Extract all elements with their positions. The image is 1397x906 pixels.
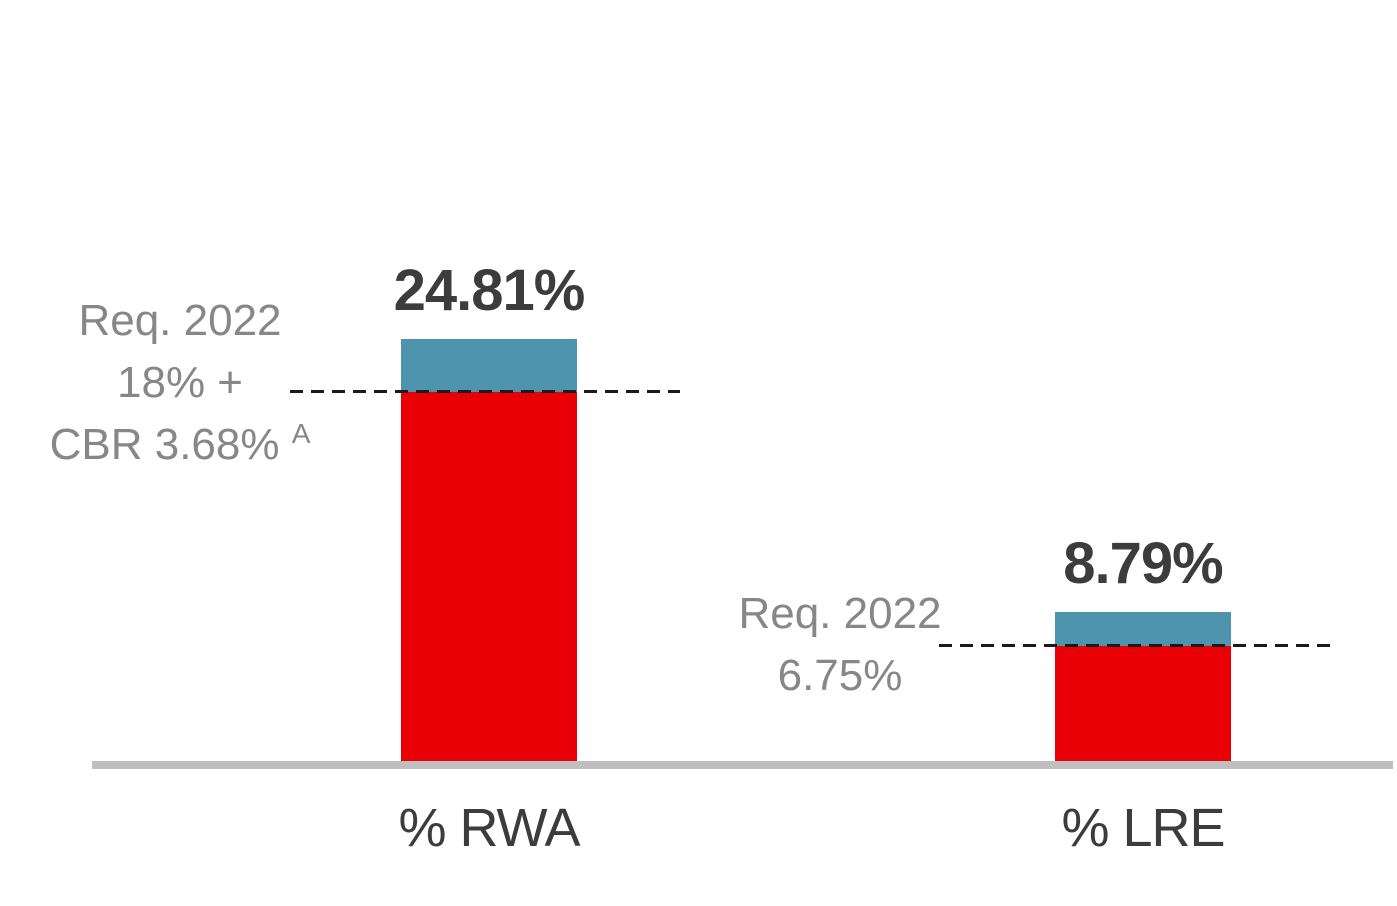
bar-rwa-requirement-segment xyxy=(401,392,577,761)
category-label-rwa: % RWA xyxy=(398,798,580,858)
requirement-annotation-rwa-line2: 18% + xyxy=(117,358,243,407)
requirement-annotation-rwa: Req. 2022 18% + CBR 3.68% A xyxy=(28,290,332,481)
bar-lre-requirement-segment xyxy=(1055,646,1231,761)
bar-total-label-lre: 8.79% xyxy=(1063,531,1223,596)
bar-lre-surplus-segment xyxy=(1055,612,1231,646)
bar-lre xyxy=(1055,612,1231,761)
requirement-annotation-lre-line1: Req. 2022 xyxy=(738,589,942,638)
footnote-marker: A xyxy=(291,418,311,449)
bar-total-label-rwa: 24.81% xyxy=(393,258,586,323)
bar-rwa xyxy=(401,339,577,761)
requirement-annotation-rwa-line1: Req. 2022 xyxy=(78,296,282,345)
bar-rwa-surplus-segment xyxy=(401,339,577,392)
requirement-dashed-line-lre xyxy=(939,644,1333,647)
requirement-annotation-lre: Req. 2022 6.75% xyxy=(688,583,992,707)
requirement-dashed-line-rwa xyxy=(290,390,680,393)
requirement-annotation-rwa-line3: CBR 3.68% A xyxy=(49,418,311,469)
x-axis-line xyxy=(92,761,1393,769)
requirement-annotation-lre-line2: 6.75% xyxy=(777,651,903,700)
category-label-lre: % LRE xyxy=(1061,798,1225,858)
